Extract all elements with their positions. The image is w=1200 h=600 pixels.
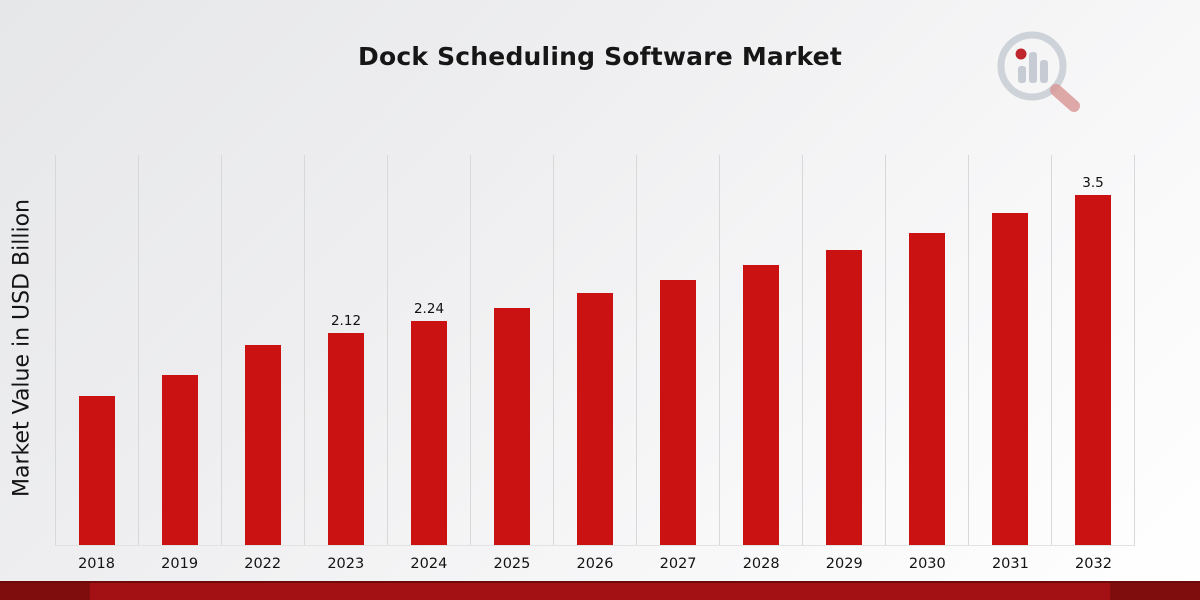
logo-bar-tall-icon <box>1029 52 1037 83</box>
bar-value-label: 3.5 <box>1082 175 1104 191</box>
logo-handle <box>1050 84 1080 112</box>
market-research-future-logo <box>997 31 1080 112</box>
bar <box>660 280 696 545</box>
bar <box>743 265 779 545</box>
bar-value-label: 2.12 <box>330 313 362 329</box>
logo-red-dot-icon <box>1015 48 1027 60</box>
category-column <box>719 155 802 545</box>
x-axis-label: 2032 <box>1075 556 1112 572</box>
x-axis-label: 2028 <box>742 556 780 572</box>
bar <box>79 396 115 545</box>
x-axis-label: 2023 <box>327 556 365 572</box>
category-column <box>802 155 885 545</box>
logo-circle <box>997 31 1067 101</box>
plot-area: 2.12 2.24 3.5 <box>55 155 1135 546</box>
x-axis-label: 2018 <box>78 556 115 572</box>
bar <box>909 233 945 545</box>
bar-value-label: 2.24 <box>413 301 445 317</box>
bar <box>494 308 530 545</box>
category-column <box>221 155 304 545</box>
category-column <box>968 155 1051 545</box>
logo-bar-short-icon <box>1018 66 1026 83</box>
bar <box>328 333 364 545</box>
x-axis-label: 2030 <box>908 556 946 572</box>
logo-bar-mid-icon <box>1040 60 1048 83</box>
category-column <box>553 155 636 545</box>
bar <box>992 213 1028 545</box>
category-column: 2.12 <box>304 155 387 545</box>
x-axis-label: 2026 <box>576 556 614 572</box>
category-column: 3.5 <box>1051 155 1134 545</box>
category-column <box>885 155 968 545</box>
x-axis-label: 2019 <box>161 556 199 572</box>
x-axis-label: 2024 <box>410 556 448 572</box>
category-column: 2.24 <box>387 155 470 545</box>
x-axis-label: 2031 <box>991 556 1029 572</box>
bar <box>826 250 862 545</box>
x-axis: 2018 2019 2022 2023 2024 2025 2026 2027 2028 2029… <box>55 546 1135 572</box>
bar-chart: 2.12 2.24 3.5 2018 2019 2022 2023 2024 2025 2026… <box>55 155 1135 572</box>
x-axis-label: 2025 <box>493 556 531 572</box>
x-axis-label: 2027 <box>659 556 697 572</box>
category-column <box>636 155 719 545</box>
bar <box>577 293 613 545</box>
bar <box>245 345 281 545</box>
x-axis-label: 2022 <box>244 556 282 572</box>
bar <box>411 321 447 545</box>
bar <box>1075 195 1111 545</box>
bar <box>162 375 198 545</box>
category-column <box>138 155 221 545</box>
x-axis-label: 2029 <box>825 556 863 572</box>
category-column <box>55 155 138 545</box>
category-column <box>470 155 553 545</box>
footer-brand-strip <box>0 581 1200 600</box>
chart-title: Dock Scheduling Software Market <box>358 42 842 71</box>
y-axis-label: Market Value in USD Billion <box>9 198 35 498</box>
